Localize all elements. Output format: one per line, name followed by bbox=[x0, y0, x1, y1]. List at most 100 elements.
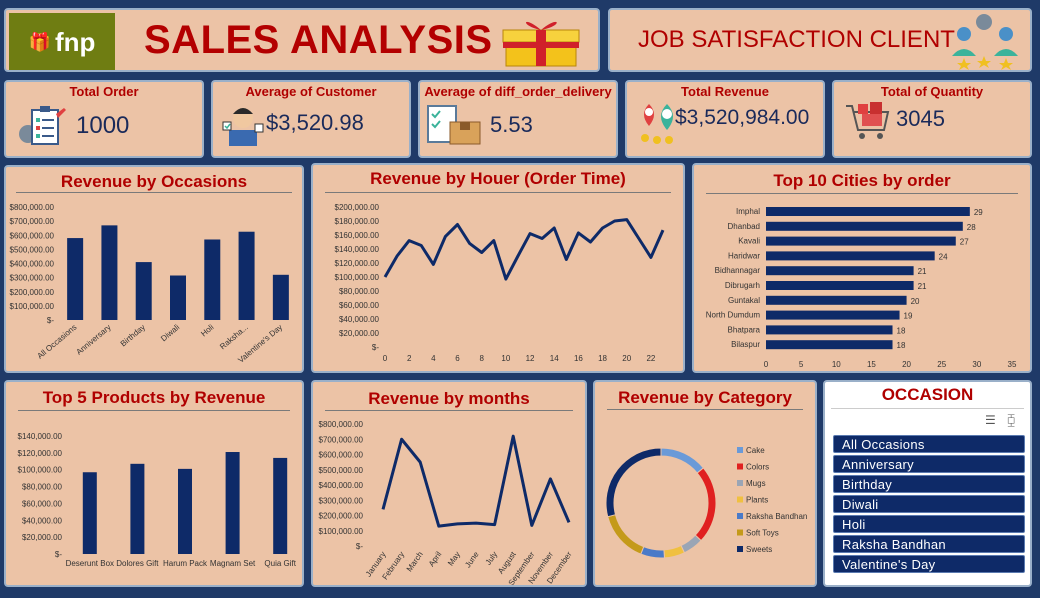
y-tick-label: Kavali bbox=[738, 237, 760, 246]
x-tick-label: 20 bbox=[622, 354, 631, 363]
y-tick-label: $60,000.00 bbox=[339, 301, 380, 310]
occasions-chart: $- $100,000.00 $200,000.00 $300,000.00 $400,… bbox=[10, 203, 289, 365]
hour-chart-panel: Revenue by Houer (Order Time) $- $20,000.… bbox=[311, 163, 685, 373]
kpi-value: 3045 bbox=[896, 106, 945, 131]
series-line bbox=[381, 434, 571, 528]
data-label: 18 bbox=[897, 341, 906, 350]
y-tick-label: $80,000.00 bbox=[339, 287, 380, 296]
data-label: 27 bbox=[960, 238, 969, 247]
legend-swatch bbox=[737, 529, 743, 536]
kpi-label: Total of Quantity bbox=[880, 84, 984, 99]
slicer-item-raksha-bandhan[interactable]: Raksha Bandhan bbox=[833, 535, 1025, 553]
bar bbox=[204, 239, 221, 320]
y-tick-label: $140,000.00 bbox=[18, 432, 63, 441]
kpi-label: Total Revenue bbox=[681, 84, 769, 99]
products-chart-panel: Top 5 Products by Revenue $- $20,000.00 $4… bbox=[4, 380, 304, 587]
x-tick-label: 10 bbox=[501, 354, 510, 363]
legend-label: Soft Toys bbox=[746, 529, 779, 538]
months-chart-title: Revenue by months bbox=[368, 389, 530, 408]
data-label: 21 bbox=[918, 267, 927, 276]
bar bbox=[135, 262, 152, 320]
y-tick-label: $800,000.00 bbox=[10, 203, 55, 212]
bar bbox=[130, 463, 145, 554]
bar bbox=[766, 310, 900, 320]
data-label: 21 bbox=[918, 282, 927, 291]
x-tick-label: 16 bbox=[574, 354, 583, 363]
y-tick-label: $300,000.00 bbox=[10, 274, 55, 283]
kpi-label: Average of diff_order_delivery bbox=[424, 84, 612, 99]
y-tick-label: $100,000.00 bbox=[18, 466, 63, 475]
donut-slice bbox=[607, 514, 645, 555]
x-tick-label: June bbox=[463, 550, 481, 570]
y-tick-label: $40,000.00 bbox=[339, 315, 380, 324]
months-chart: $- $100,000.00 $200,000.00 $300,000.00 $400,… bbox=[319, 420, 574, 585]
y-tick-label: Imphal bbox=[736, 207, 760, 216]
months-chart-panel: Revenue by months $- $100,000.00 $200,000.… bbox=[311, 380, 587, 587]
occasions-chart-panel: Revenue by Occasions $- $100,000.00 $200,0… bbox=[4, 165, 304, 373]
x-tick-label: 12 bbox=[526, 354, 535, 363]
data-label: 18 bbox=[897, 326, 906, 335]
bar bbox=[170, 275, 186, 320]
y-tick-label: $200,000.00 bbox=[335, 203, 380, 212]
legend-label: Mugs bbox=[746, 479, 766, 488]
y-tick-label: $180,000.00 bbox=[335, 217, 380, 226]
legend-label: Sweets bbox=[746, 545, 772, 554]
y-tick-label: $20,000.00 bbox=[22, 533, 63, 542]
clear-filter-icon[interactable]: ⧮ bbox=[1007, 412, 1016, 427]
x-tick-label: Quia Gift bbox=[264, 559, 296, 568]
x-tick-label: Diwali bbox=[159, 322, 181, 343]
legend-label: Colors bbox=[746, 463, 769, 472]
cities-chart-panel: Top 10 Cities by order Imphal 29 Dhanbad 28… bbox=[692, 163, 1032, 373]
x-tick-label: Deserunt Box bbox=[66, 559, 114, 568]
data-label: 20 bbox=[911, 297, 920, 306]
slicer-item-anniversary[interactable]: Anniversary bbox=[833, 455, 1025, 473]
page-title: SALES ANALYSIS bbox=[144, 18, 493, 62]
delivery-box-icon bbox=[427, 105, 481, 145]
y-tick-label: $- bbox=[55, 550, 62, 559]
y-tick-label: $200,000.00 bbox=[10, 288, 55, 297]
header-right-panel: JOB SATISFACTION CLIENT bbox=[608, 8, 1032, 72]
bar bbox=[766, 295, 907, 305]
kpi-average-customer: Average of Customer $3,520.98 bbox=[211, 80, 411, 158]
bar bbox=[272, 274, 289, 320]
bar bbox=[178, 468, 192, 554]
data-label: 24 bbox=[939, 252, 948, 261]
y-tick-label: Bilaspur bbox=[731, 340, 760, 349]
donut-slice bbox=[663, 544, 686, 559]
cities-chart: Imphal 29 Dhanbad 28 Kavali 27 Haridwar 24 Bidha… bbox=[706, 207, 1017, 369]
occasion-slicer: OCCASION ☰ ⧮ All Occasions Anniversary B… bbox=[823, 380, 1032, 587]
products-chart: $- $20,000.00 $40,000.00 $60,000.00 $80,000.… bbox=[18, 432, 297, 568]
y-tick-label: North Dumdum bbox=[706, 311, 761, 320]
data-label: 29 bbox=[974, 208, 983, 217]
x-tick-label: 25 bbox=[937, 360, 946, 369]
category-chart-title: Revenue by Category bbox=[618, 388, 792, 407]
legend-label: Raksha Bandhan bbox=[746, 512, 807, 521]
y-tick-label: $700,000.00 bbox=[319, 435, 364, 444]
legend-swatch bbox=[737, 513, 743, 519]
bar bbox=[101, 225, 118, 320]
hour-chart-title: Revenue by Houer (Order Time) bbox=[370, 169, 626, 188]
slicer-item-valentines-day[interactable]: Valentine's Day bbox=[833, 555, 1025, 573]
bar bbox=[766, 221, 963, 231]
x-tick-label: 8 bbox=[479, 354, 484, 363]
kpi-total-order: Total Order 1000 bbox=[4, 80, 204, 158]
kpi-total-quantity: Total of Quantity 3045 bbox=[832, 80, 1032, 158]
y-tick-label: $500,000.00 bbox=[319, 466, 364, 475]
multi-select-icon[interactable]: ☰ bbox=[985, 413, 996, 427]
slicer-item-all-occasions[interactable]: All Occasions bbox=[833, 435, 1025, 453]
x-tick-label: July bbox=[484, 550, 500, 567]
kpi-value: 5.53 bbox=[490, 112, 533, 137]
category-chart-panel: Revenue by Category Cake Colors Mugs Plants… bbox=[593, 380, 817, 587]
hour-chart: $- $20,000.00 $40,000.00 $60,000.00 $80,000.… bbox=[335, 203, 665, 363]
slicer-item-diwali[interactable]: Diwali bbox=[833, 495, 1025, 513]
donut-slice bbox=[680, 534, 702, 554]
gift-small-icon: 🎁 bbox=[28, 31, 51, 52]
slicer-item-holi[interactable]: Holi bbox=[833, 515, 1025, 533]
x-tick-label: 2 bbox=[407, 354, 412, 363]
y-tick-label: $- bbox=[47, 316, 54, 325]
bar bbox=[766, 281, 914, 290]
y-tick-label: Guntakal bbox=[728, 296, 760, 305]
y-tick-label: $100,000.00 bbox=[335, 273, 380, 282]
fnp-logo: 🎁 fnp bbox=[9, 13, 115, 70]
slicer-item-birthday[interactable]: Birthday bbox=[833, 475, 1025, 493]
